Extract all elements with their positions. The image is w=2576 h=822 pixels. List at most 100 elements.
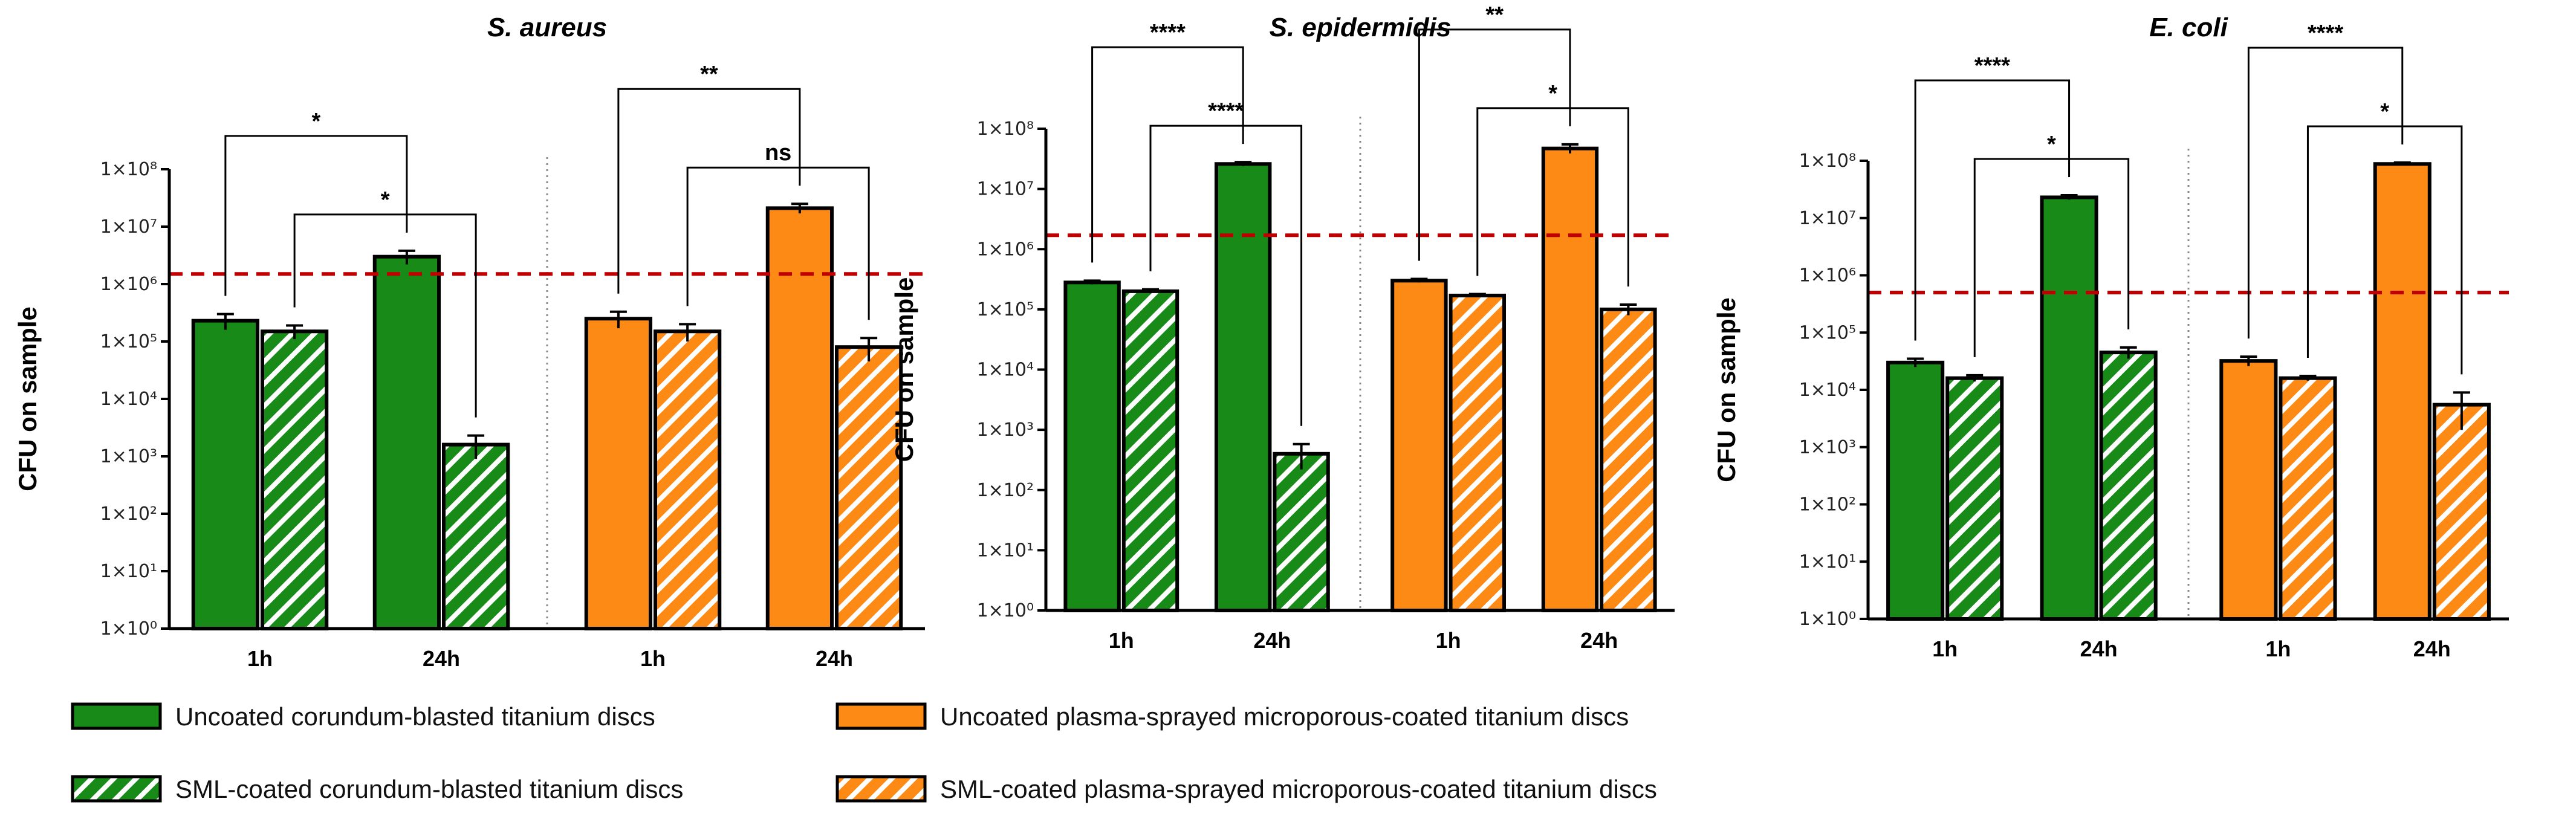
error-bar (286, 324, 303, 340)
bar (1390, 279, 1448, 612)
error-bar (2240, 355, 2257, 366)
significance-bracket: * (1476, 81, 1629, 286)
y-tick-label: 1×10⁷ (1799, 208, 1856, 229)
legend-swatch (835, 775, 927, 803)
error-bar (1142, 288, 1159, 294)
x-tick-label: 1h (247, 646, 273, 671)
legend-swatch (71, 702, 162, 730)
bracket-line (2306, 125, 2463, 375)
bar (191, 319, 259, 630)
legend-item: Uncoated plasma-sprayed microporous-coat… (835, 702, 1629, 731)
significance-bracket: **** (1149, 99, 1303, 426)
bracket-line (617, 88, 801, 294)
y-tick-label: 1×10³ (977, 419, 1034, 441)
significance-label: **** (1974, 53, 2010, 79)
bracket-line (1973, 158, 2130, 357)
significance-label: * (1548, 81, 1557, 106)
bar (1945, 376, 2004, 621)
bar (835, 345, 903, 630)
bar (372, 254, 441, 631)
error-bar (1234, 161, 1252, 166)
y-tick-label: 1×10² (977, 480, 1034, 501)
bracket-line (1418, 28, 1571, 261)
bar (2040, 195, 2098, 621)
significance-bracket: * (224, 109, 408, 296)
y-tick-label: 1×10⁴ (1799, 380, 1856, 401)
error-bar (1410, 277, 1428, 283)
bar (1121, 289, 1179, 612)
bracket-line (2247, 47, 2404, 339)
y-tick-label: 1×10⁰ (1799, 609, 1856, 630)
legend-item: Uncoated corundum-blasted titanium discs (71, 702, 655, 731)
y-axis-label: CFU on sample (13, 306, 42, 491)
significance-label: * (2047, 132, 2056, 157)
error-bar (679, 323, 696, 341)
error-bar (1468, 293, 1486, 297)
y-tick-label: 1×10⁶ (100, 274, 157, 295)
significance-label: ** (1485, 2, 1504, 28)
x-tick-label: 1h (1932, 636, 1958, 661)
significance-label: * (2380, 99, 2389, 125)
y-tick-label: 1×10⁸ (100, 159, 157, 180)
error-bar (1620, 303, 1637, 316)
significance-bracket: ns (686, 140, 870, 320)
error-bar (791, 202, 808, 214)
error-bar (609, 310, 627, 329)
y-tick-label: 1×10¹ (1799, 551, 1856, 572)
significance-bracket: * (293, 187, 477, 418)
bracket-line (1091, 46, 1244, 263)
y-axis-label: CFU on sample (890, 277, 918, 462)
chart-title: S. aureus (487, 13, 607, 42)
error-bar (2060, 194, 2078, 200)
error-bar (1966, 374, 1984, 382)
error-bar (1293, 442, 1310, 470)
y-tick-label: 1×10⁷ (977, 179, 1034, 200)
bracket-line (686, 166, 870, 320)
significance-bracket: **** (2247, 21, 2404, 339)
significance-label: ** (700, 62, 718, 87)
y-tick-label: 1×10⁶ (977, 239, 1034, 260)
x-tick-label: 24h (1580, 628, 1618, 653)
x-tick-label: 24h (816, 646, 853, 671)
bar (584, 317, 652, 630)
significance-bracket: ** (1418, 2, 1571, 261)
bracket-line (1149, 125, 1303, 426)
y-tick-label: 1×10⁰ (100, 618, 157, 639)
x-tick-label: 1h (2265, 636, 2291, 661)
significance-bracket: * (2306, 99, 2463, 375)
error-bar (860, 337, 878, 361)
legend-item: SML-coated plasma-sprayed microporous-co… (835, 775, 1657, 803)
chart-title: E. coli (2149, 13, 2228, 42)
legend-label: Uncoated plasma-sprayed microporous-coat… (940, 702, 1629, 731)
bar (2099, 351, 2158, 621)
y-tick-label: 1×10⁸ (977, 118, 1034, 140)
legend-label: Uncoated corundum-blasted titanium discs (175, 702, 655, 731)
bracket-line (293, 213, 477, 418)
bar (1449, 293, 1507, 613)
y-axis-label: CFU on sample (1712, 297, 1741, 482)
bar (2219, 359, 2278, 621)
y-tick-label: 1×10⁴ (100, 389, 157, 410)
error-bar (2453, 391, 2470, 430)
x-tick-label: 24h (2080, 636, 2118, 661)
error-bar (2299, 374, 2317, 381)
bar (1886, 360, 1945, 621)
significance-bracket: **** (1091, 20, 1244, 263)
legend-label: SML-coated plasma-sprayed microporous-co… (940, 775, 1657, 803)
y-tick-label: 1×10⁵ (977, 299, 1034, 320)
x-tick-label: 24h (423, 646, 460, 671)
y-tick-label: 1×10⁷ (100, 216, 157, 238)
error-bar (1083, 279, 1101, 285)
bar (654, 329, 722, 630)
x-tick-label: 24h (1253, 628, 1291, 653)
bracket-line (1914, 79, 2071, 341)
significance-label: **** (2308, 21, 2343, 46)
error-bar (467, 434, 485, 459)
y-tick-label: 1×10¹ (100, 561, 157, 582)
y-tick-label: 1×10⁵ (100, 331, 157, 352)
x-tick-label: 24h (2413, 636, 2451, 661)
error-bar (1907, 357, 1924, 367)
error-bar (1562, 143, 1578, 154)
y-tick-label: 1×10⁴ (977, 360, 1034, 381)
